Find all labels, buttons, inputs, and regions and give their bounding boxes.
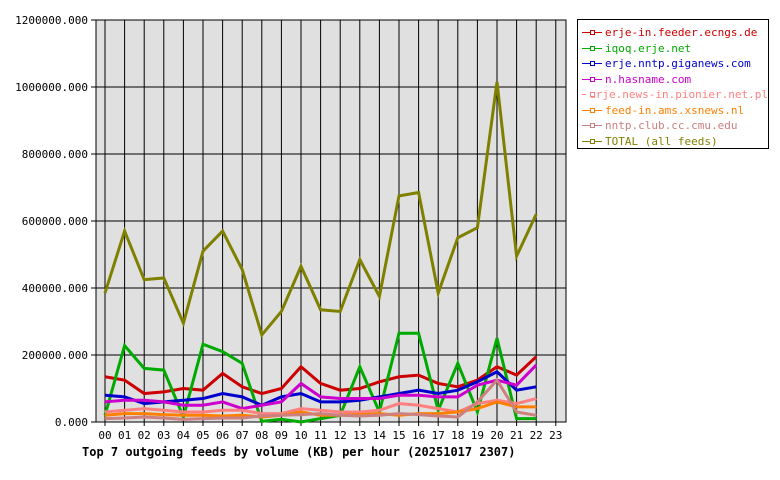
legend: erje-in.feeder.ecngs.de iqoq.erje.net er… <box>577 19 769 149</box>
x-tick-label: 16 <box>412 429 425 442</box>
x-tick-label: 21 <box>510 429 523 442</box>
x-axis-ticks: 00 01 02 03 04 05 06 07 08 09 10 11 12 13 14 15 16 17 18 19… <box>98 422 562 442</box>
x-tick-label: 17 <box>432 429 445 442</box>
line-marker-icon <box>582 106 602 115</box>
x-tick-label: 00 <box>98 429 111 442</box>
x-tick-label: 01 <box>118 429 131 442</box>
x-tick-label: 10 <box>294 429 307 442</box>
line-marker-icon <box>582 137 602 146</box>
x-tick-label: 12 <box>334 429 347 442</box>
x-tick-label: 05 <box>196 429 209 442</box>
series-line <box>104 397 537 416</box>
x-tick-label: 07 <box>236 429 249 442</box>
x-tick-label: 14 <box>373 429 387 442</box>
legend-item: nntp.club.cc.cmu.edu <box>582 118 768 134</box>
x-tick-label: 11 <box>314 429 327 442</box>
legend-item: n.hasname.com <box>582 72 768 88</box>
x-tick-label: 15 <box>392 429 405 442</box>
series-line <box>104 364 538 411</box>
x-tick-label: 08 <box>255 429 268 442</box>
data-series <box>103 81 538 424</box>
chart-title: Top 7 outgoing feeds by volume (KB) per … <box>82 445 516 459</box>
x-tick-label: 02 <box>138 429 151 442</box>
x-tick-label: 06 <box>216 429 229 442</box>
legend-item: erje.nntp.giganews.com <box>582 56 768 72</box>
series-line <box>103 81 538 338</box>
y-tick-label: 200000.000 <box>22 349 88 362</box>
y-tick-label: 800000.000 <box>22 148 88 161</box>
x-tick-label: 19 <box>471 429 484 442</box>
x-tick-label: 23 <box>549 429 562 442</box>
x-tick-label: 03 <box>157 429 170 442</box>
x-tick-label: 09 <box>275 429 288 442</box>
line-marker-icon <box>582 44 602 53</box>
x-tick-label: 20 <box>490 429 503 442</box>
line-marker-icon <box>582 90 596 99</box>
series-line <box>104 369 537 407</box>
x-tick-label: 13 <box>353 429 366 442</box>
series-line <box>104 377 537 421</box>
y-tick-label: 1200000.000 <box>15 14 88 27</box>
x-tick-label: 04 <box>177 429 191 442</box>
y-axis-ticks: 0.000 200000.000 400000.000 600000.000 80000… <box>15 14 96 429</box>
line-marker-icon <box>582 59 602 68</box>
legend-item: erje.news-in.pionier.net.pl <box>582 87 768 103</box>
line-marker-icon <box>582 28 602 37</box>
legend-item: erje-in.feeder.ecngs.de <box>582 25 768 41</box>
y-tick-label: 1000000.000 <box>15 81 88 94</box>
line-marker-icon <box>582 121 602 130</box>
line-marker-icon <box>582 75 602 84</box>
y-tick-label: 600000.000 <box>22 215 88 228</box>
legend-item: TOTAL (all feeds) <box>582 134 768 150</box>
series-line <box>104 355 538 396</box>
x-tick-label: 18 <box>451 429 464 442</box>
y-tick-label: 0.000 <box>55 416 88 429</box>
legend-item: iqoq.erje.net <box>582 41 768 57</box>
y-tick-label: 400000.000 <box>22 282 88 295</box>
legend-item: feed-in.ams.xsnews.nl <box>582 103 768 119</box>
x-tick-label: 22 <box>530 429 543 442</box>
